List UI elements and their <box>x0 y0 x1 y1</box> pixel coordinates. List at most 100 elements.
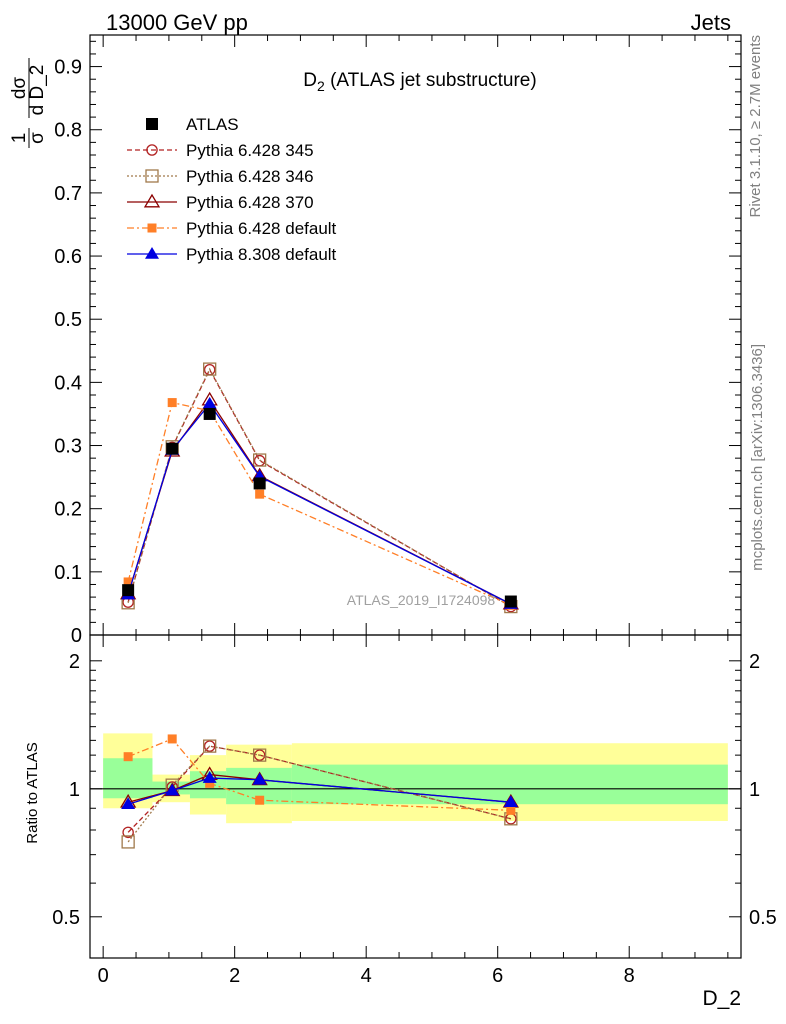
ratio-y-tick-label-right: 1 <box>749 779 760 801</box>
legend-marker <box>146 118 158 130</box>
rivet-version-label: Rivet 3.1.10, ≥ 2.7M events <box>747 35 764 218</box>
atlas-data-point <box>253 477 266 490</box>
atlas-data-point <box>122 584 135 597</box>
svg-text:1: 1 <box>9 133 30 144</box>
ratio-marker <box>202 771 217 783</box>
main-y-tick-label: 0.5 <box>54 309 82 331</box>
ratio-y-tick-label: 1 <box>69 779 80 801</box>
legend-marker <box>143 193 161 208</box>
series-marker <box>167 398 177 408</box>
ratio-marker <box>165 783 180 796</box>
legend-label: Pythia 6.428 346 <box>186 167 314 186</box>
main-y-tick-label-zero: 0 <box>71 625 82 647</box>
ratio-y-tick-label: 0.5 <box>52 907 80 929</box>
ratio-marker <box>503 795 518 808</box>
ratio-series-pythia-6-428-default <box>123 734 516 815</box>
x-tick-label: 6 <box>492 965 503 987</box>
legend-entry: Pythia 6.428 345 <box>127 141 314 160</box>
main-series-group <box>119 362 519 614</box>
ratio-axis-ticks <box>90 635 741 958</box>
ratio-y-axis-label: Ratio to ATLAS <box>24 742 41 843</box>
legend-label: Pythia 8.308 default <box>186 245 337 264</box>
series-line <box>127 401 512 606</box>
ratio-marker <box>255 795 265 805</box>
ratio-marker <box>121 797 136 809</box>
ratio-marker <box>122 826 134 839</box>
legend-marker <box>146 144 158 156</box>
x-axis-label: D_2 <box>702 987 741 1010</box>
main-axis-ticks <box>90 35 741 635</box>
atlas-data-point <box>166 442 179 455</box>
x-tick-label: 4 <box>361 965 372 987</box>
main-y-tick-label: 0.3 <box>54 436 82 458</box>
legend-entry: Pythia 6.428 346 <box>127 167 314 186</box>
ratio-y-tick-label-right: 0.5 <box>749 907 777 929</box>
mcplots-label: mcplots.cern.ch [arXiv:1306.3436] <box>749 344 766 571</box>
main-y-axis-label: 1 σ dσ d D_2 <box>9 58 48 148</box>
atlas-data-point <box>504 595 517 608</box>
ratio-inner-band <box>103 758 153 799</box>
main-y-tick-label: 0.1 <box>54 562 82 584</box>
process-label: Jets <box>691 10 731 35</box>
legend-label: Pythia 6.428 default <box>186 219 337 238</box>
legend-label: Pythia 6.428 370 <box>186 193 314 212</box>
x-tick-label: 2 <box>229 965 240 987</box>
series-marker <box>203 362 217 376</box>
legend-marker <box>145 247 159 259</box>
ratio-tick-labels: 0.5 0.5 1 1 2 2 0 2 4 6 8 <box>52 651 777 987</box>
x-tick-label: 8 <box>624 965 635 987</box>
plot-title: D2 (ATLAS jet substructure) <box>303 70 536 94</box>
ratio-uncertainty-bands <box>103 733 728 824</box>
svg-text:σ: σ <box>27 132 48 144</box>
legend-entry: Pythia 6.428 default <box>127 219 337 238</box>
ratio-series-pythia-8-308-default <box>121 771 518 809</box>
series-marker <box>253 453 267 467</box>
legend-entry-data: ATLAS <box>146 115 239 134</box>
analysis-watermark: ATLAS_2019_I1724098 <box>347 592 496 608</box>
series-line <box>127 367 512 608</box>
ratio-marker <box>203 740 216 752</box>
main-y-tick-label: 0.4 <box>54 372 82 394</box>
atlas-data-point <box>203 407 216 420</box>
ratio-marker <box>252 772 267 785</box>
legend: ATLAS Pythia 6.428 345 Pythia 6.428 346 Pyt… <box>127 115 337 264</box>
series-pythia-6-428-346 <box>121 362 518 614</box>
main-plot: 0.1 0.2 0.3 0.4 0.5 0.6 0.7 0.8 0.9 0 D2 (ATLAS … <box>9 34 742 647</box>
ratio-series-group <box>119 734 519 849</box>
main-y-tick-labels: 0.1 0.2 0.3 0.4 0.5 0.6 0.7 0.8 0.9 <box>54 57 82 584</box>
energy-label: 13000 GeV pp <box>106 10 248 35</box>
series-marker <box>202 396 217 409</box>
main-y-tick-label: 0.2 <box>54 499 82 521</box>
series-marker <box>255 489 265 499</box>
svg-text:d D_2: d D_2 <box>27 65 48 116</box>
legend-entry: Pythia 8.308 default <box>127 245 337 264</box>
main-y-tick-label: 0.8 <box>54 120 82 142</box>
series-pythia-6-428-default <box>123 398 516 610</box>
svg-text:dσ: dσ <box>9 77 30 100</box>
series-pythia-8-308-default <box>121 396 518 609</box>
ratio-frame <box>89 634 742 959</box>
x-tick-label: 0 <box>98 965 109 987</box>
legend-label: ATLAS <box>186 115 239 134</box>
main-y-tick-label: 0.7 <box>54 183 82 205</box>
ratio-marker <box>121 835 135 849</box>
main-y-tick-label: 0.6 <box>54 246 82 268</box>
series-line <box>127 402 512 605</box>
ratio-plot: 0.5 0.5 1 1 2 2 0 2 4 6 8 Ratio to ATLAS D_2 <box>24 634 777 1010</box>
ratio-marker <box>123 752 133 762</box>
ratio-marker <box>506 805 516 815</box>
ratio-marker <box>253 748 267 762</box>
atlas-data-points <box>122 407 517 608</box>
ratio-marker <box>253 749 266 761</box>
legend-marker <box>147 223 157 233</box>
ratio-y-tick-label-right: 2 <box>749 651 760 673</box>
legend-label: Pythia 6.428 345 <box>186 141 314 160</box>
series-marker <box>123 577 133 587</box>
legend-entry: Pythia 6.428 370 <box>127 193 314 212</box>
ratio-line <box>127 745 512 833</box>
ratio-marker <box>205 778 215 788</box>
ratio-marker <box>167 734 177 744</box>
ratio-y-tick-label: 2 <box>69 651 80 673</box>
ratio-marker <box>203 739 217 753</box>
